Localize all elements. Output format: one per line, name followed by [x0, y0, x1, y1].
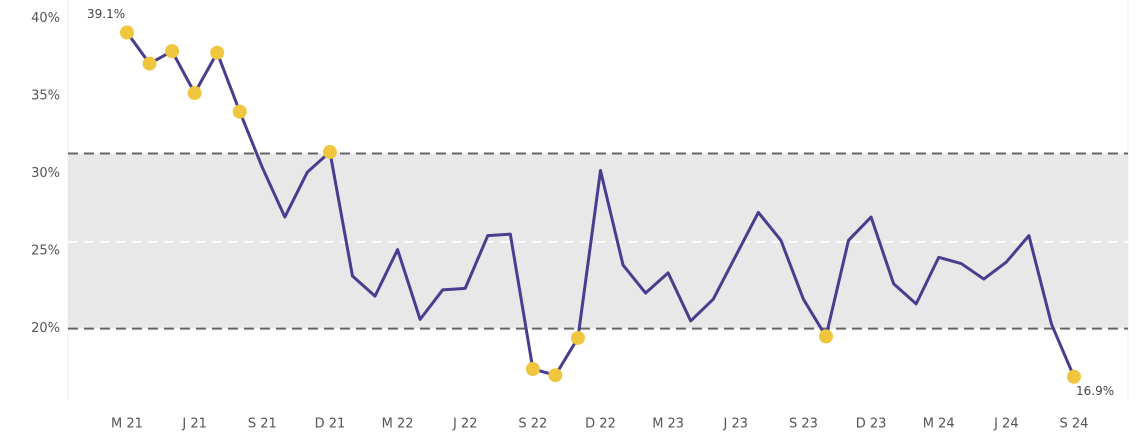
x-tick-label: M 23	[652, 417, 684, 432]
highlight-point	[210, 45, 225, 60]
series-line	[125, 31, 1076, 378]
highlight-point	[165, 44, 180, 59]
highlight-point	[1067, 369, 1081, 384]
x-tick-label: D 23	[856, 417, 887, 432]
x-tick-label: S 24	[1060, 417, 1089, 432]
x-tick-label: M 24	[923, 417, 955, 432]
x-tick-label: S 22	[518, 417, 547, 432]
x-tick-label: S 23	[789, 417, 818, 432]
highlight-point	[142, 56, 157, 71]
highlight-point	[525, 361, 540, 376]
highlight-point	[322, 144, 337, 159]
x-tick-label: J 24	[993, 417, 1019, 432]
highlight-point	[548, 368, 563, 383]
x-tick-label: J 21	[181, 417, 207, 432]
value-label: 16.9%	[1076, 384, 1114, 398]
y-tick-label: 25%	[31, 244, 60, 259]
highlight-point	[818, 329, 833, 344]
x-tick-label: J 23	[723, 417, 749, 432]
x-tick-label: S 21	[248, 417, 277, 432]
highlight-point	[120, 25, 134, 40]
y-tick-label: 35%	[31, 89, 60, 104]
x-tick-label: M 22	[382, 417, 414, 432]
x-tick-label: D 21	[315, 417, 346, 432]
value-label: 39.1%	[87, 7, 125, 21]
y-tick-label: 30%	[31, 166, 60, 181]
y-tick-label: 40%	[31, 11, 60, 26]
y-tick-label: 20%	[31, 321, 60, 336]
x-tick-label: J 22	[452, 417, 478, 432]
highlight-point	[570, 330, 585, 345]
x-tick-label: M 21	[111, 417, 143, 432]
highlight-point	[187, 86, 202, 101]
x-tick-label: D 22	[585, 417, 616, 432]
highlight-point	[232, 104, 247, 119]
